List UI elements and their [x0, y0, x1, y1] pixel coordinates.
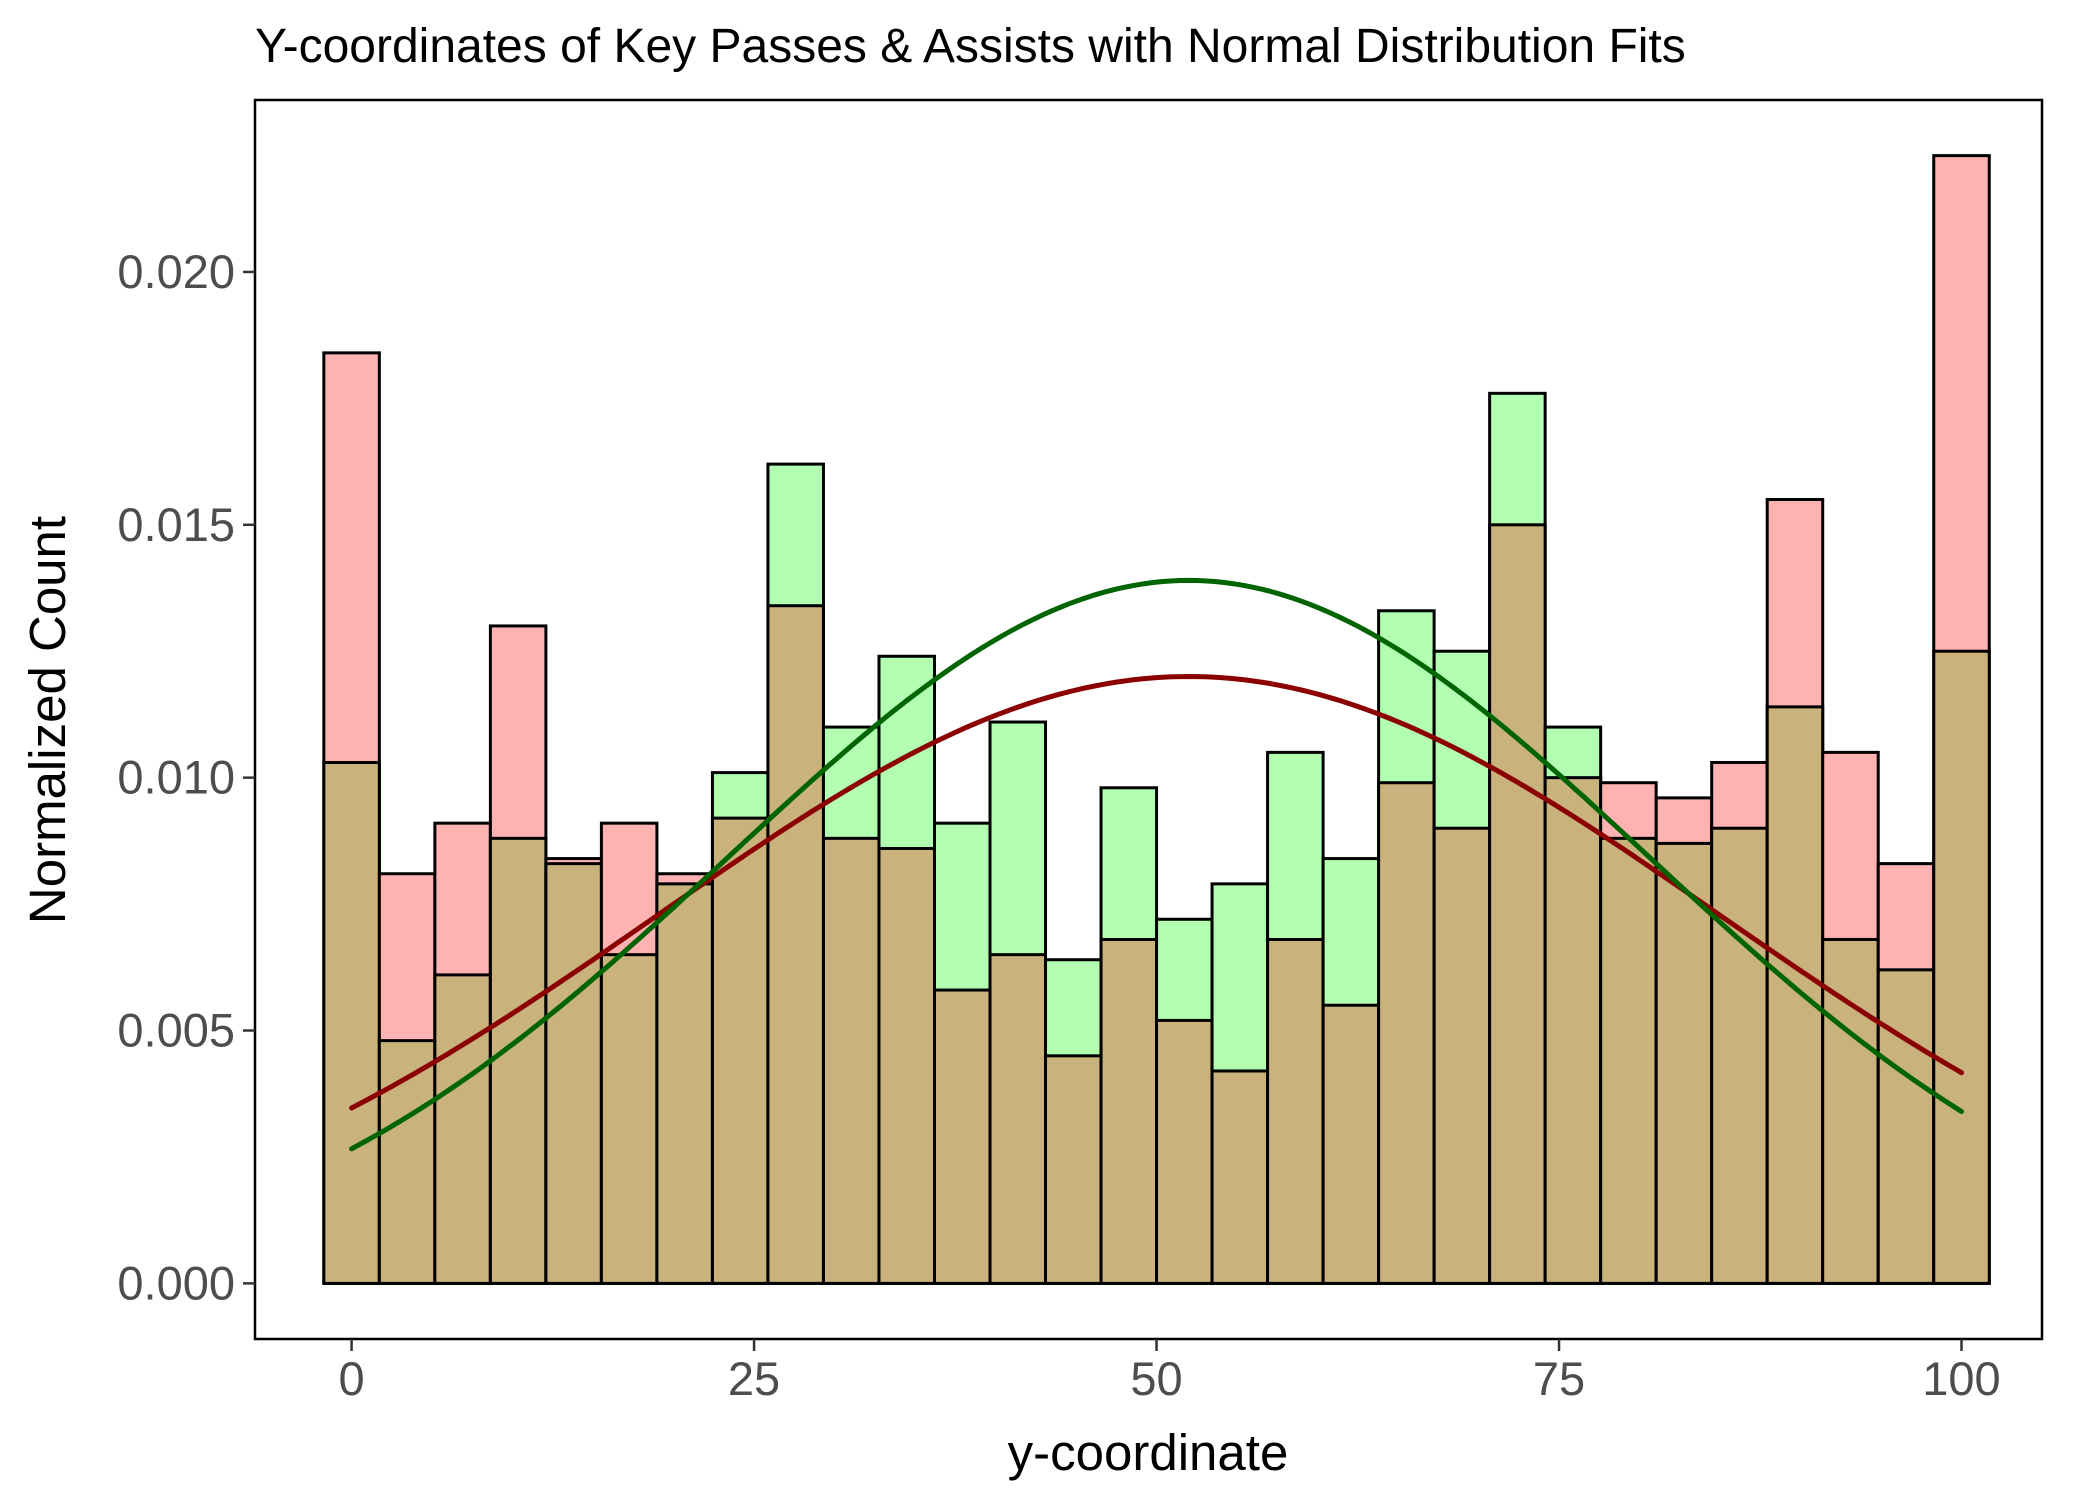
bar-series-2	[544, 862, 603, 1285]
x-tick-label: 75	[1533, 1352, 1585, 1405]
histogram-bin	[1155, 917, 1214, 1285]
histogram-bin	[877, 654, 936, 1285]
bar-series-1	[1266, 937, 1325, 1285]
y-tick-label: 0.010	[117, 751, 235, 804]
chart-title: Y-coordinates of Key Passes & Assists wi…	[255, 20, 1686, 73]
histogram-bin	[488, 624, 548, 1285]
histogram-bin	[655, 872, 714, 1285]
histogram-bin	[1377, 609, 1436, 1285]
x-tick-label: 100	[1922, 1352, 2000, 1405]
histogram-bin	[1876, 862, 1936, 1285]
bar-series-2	[655, 882, 714, 1285]
bar-series-2	[1876, 968, 1936, 1285]
bar-series-2	[1765, 705, 1825, 1285]
bar-series-1	[1377, 781, 1436, 1285]
bar-series-1	[932, 988, 992, 1285]
x-tick-label: 0	[339, 1352, 365, 1405]
histogram-bin	[322, 351, 381, 1285]
histogram-bin	[377, 872, 437, 1285]
y-tick-label: 0.005	[117, 1004, 235, 1057]
histogram-bin	[710, 771, 770, 1285]
x-axis-title: y-coordinate	[1008, 1424, 1289, 1481]
histogram-bin	[766, 462, 825, 1285]
bar-series-2	[1710, 826, 1769, 1285]
histogram-bin	[821, 725, 881, 1285]
y-tick-label: 0.000	[117, 1256, 235, 1309]
bar-series-1	[1432, 826, 1492, 1285]
y-axis-title: Normalized Count	[19, 516, 76, 924]
histogram-bin	[1765, 498, 1825, 1285]
bar-series-1	[1210, 1069, 1270, 1285]
bar-series-1	[710, 816, 770, 1285]
histogram-bin	[1044, 958, 1103, 1285]
histogram-bin	[544, 857, 603, 1285]
axes-layer: 0 25 50 75 100 0.000 0.005 0.010 0.015 0.020	[117, 245, 2000, 1405]
bar-series-1	[821, 836, 881, 1285]
bar-series-2	[1654, 841, 1714, 1285]
y-tick-label: 0.015	[117, 498, 235, 551]
bar-series-2	[377, 1039, 437, 1285]
bar-series-2	[1599, 836, 1658, 1285]
plot-panel-border	[253, 98, 2044, 1341]
x-tick-label: 25	[728, 1352, 780, 1405]
bar-series-1	[1488, 523, 1547, 1285]
bar-series-2	[433, 973, 492, 1285]
histogram-bin	[1210, 882, 1270, 1285]
bar-series-1	[766, 604, 825, 1285]
histogram-bin	[1932, 154, 1991, 1285]
normal-fit-line-series-2	[349, 577, 1964, 1152]
bar-series-2	[488, 836, 548, 1285]
histogram-bin	[1488, 391, 1547, 1285]
histogram-bin	[1599, 781, 1658, 1285]
bar-series-1	[988, 953, 1048, 1285]
histogram-bin	[1266, 750, 1325, 1285]
bar-series-1	[1155, 1018, 1214, 1285]
bar-series-2	[322, 760, 381, 1285]
histogram-bin	[932, 821, 992, 1285]
histogram-bin	[1321, 857, 1381, 1285]
bar-series-1	[1044, 1054, 1103, 1285]
histogram-bin	[1710, 760, 1769, 1285]
bar-series-2	[599, 953, 659, 1285]
histogram-bin	[1099, 786, 1159, 1285]
bar-series-2	[1932, 649, 1991, 1285]
y-tick-label: 0.020	[117, 245, 235, 298]
bar-series-1	[1543, 776, 1603, 1285]
histogram-bin	[433, 821, 492, 1285]
bars-layer	[322, 154, 1991, 1285]
histogram-bin	[1543, 725, 1603, 1285]
bar-series-1	[1099, 937, 1159, 1285]
histogram-bin	[988, 720, 1048, 1285]
histogram-bin	[599, 821, 659, 1285]
histogram-bin	[1432, 649, 1492, 1285]
x-tick-label: 50	[1130, 1352, 1182, 1405]
bar-series-1	[1321, 1003, 1381, 1285]
fit-lines-layer	[349, 577, 1964, 1152]
bar-series-1	[877, 846, 936, 1285]
